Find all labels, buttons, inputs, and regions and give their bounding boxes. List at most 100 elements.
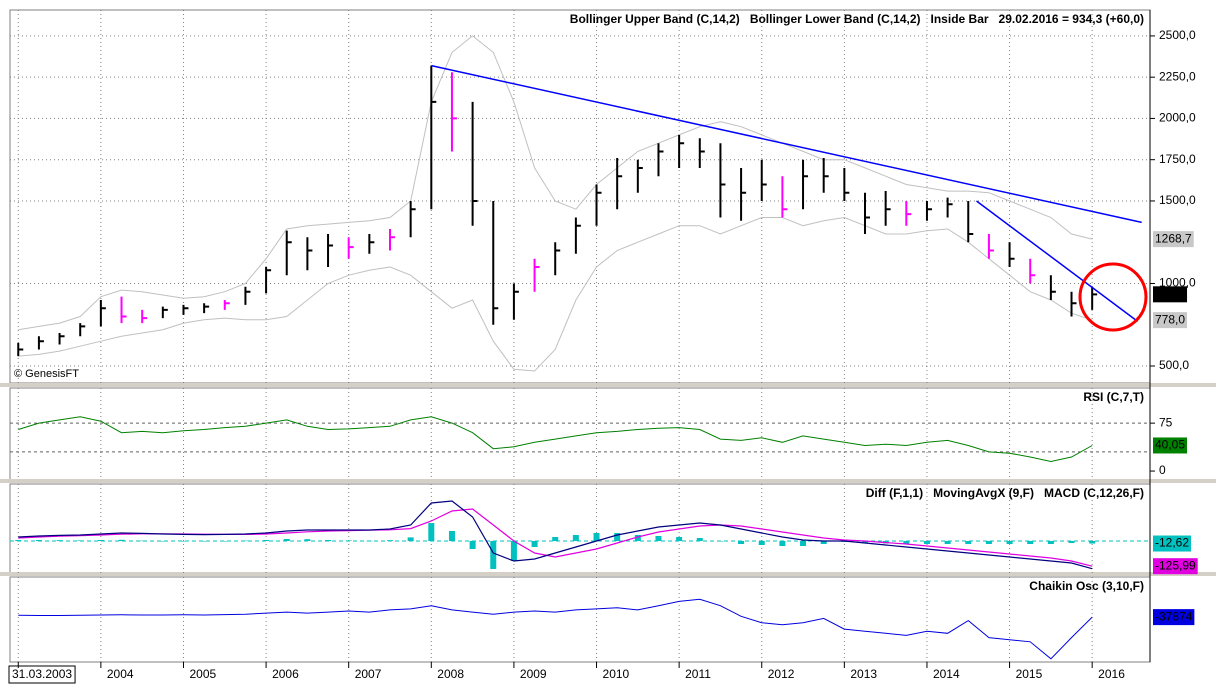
last-value-label: 778,0	[1155, 312, 1185, 326]
x-tick-label: 2006	[272, 667, 299, 681]
legend-label: 29.02.2016 = 934,3 (+60,0)	[999, 12, 1144, 26]
last-value-label: 1268,7	[1155, 231, 1192, 245]
legend-label: Chaikin Osc (3,10,F)	[1029, 579, 1144, 593]
legend-label: Diff (F,1,1)	[866, 486, 923, 500]
price-bar	[203, 303, 210, 314]
price-bar	[347, 237, 354, 259]
price-bar	[843, 167, 850, 201]
histogram-bar	[634, 535, 641, 541]
histogram-bar	[283, 539, 290, 541]
price-bar	[554, 242, 561, 276]
legend-label: Bollinger Lower Band (C,14,2)	[750, 12, 921, 26]
x-tick-label: 2005	[189, 667, 216, 681]
histogram-bar	[118, 539, 125, 541]
highlight-circle	[1078, 262, 1148, 332]
price-bar	[141, 309, 148, 324]
series-line	[18, 500, 1093, 570]
x-tick-label: 2008	[437, 667, 464, 681]
last-value-box	[1153, 535, 1192, 552]
legend-label: MACD (C,12,26,F)	[1044, 486, 1144, 500]
last-value-box	[1153, 286, 1188, 303]
date-box	[8, 665, 76, 684]
price-bar	[1029, 258, 1036, 284]
histogram-bar	[717, 541, 724, 542]
histogram-bar	[448, 531, 455, 541]
histogram-bar	[572, 535, 579, 541]
histogram-bar	[531, 541, 538, 547]
price-bar	[492, 200, 499, 325]
plot-layer: 31.03.2003 2004 2005 2006 2007 2008 2009 2010 20…	[0, 9, 1216, 684]
legend-label: MovingAvgX (9,F)	[933, 486, 1034, 500]
series-line	[18, 598, 1093, 660]
y-tick-label: 500,0	[1159, 358, 1189, 372]
histogram-bar	[614, 533, 621, 541]
histogram-bar	[758, 541, 765, 545]
histogram-bar	[428, 523, 435, 541]
histogram-bar	[655, 536, 662, 541]
legend-label: RSI (C,7,T)	[1083, 390, 1144, 404]
x-tick-label: 2013	[850, 667, 877, 681]
price-bar	[37, 336, 44, 350]
panel-separator	[0, 479, 1216, 483]
price-bar	[306, 237, 313, 271]
price-bar	[905, 200, 912, 226]
histogram-bar	[593, 533, 600, 541]
histogram-bar	[180, 541, 187, 542]
histogram-bar	[387, 540, 393, 541]
price-bar	[740, 167, 747, 221]
last-value-box	[1153, 312, 1188, 329]
histogram-bar	[696, 538, 703, 541]
price-bar	[616, 158, 623, 210]
price-bar	[1049, 275, 1056, 300]
price-bar	[533, 258, 540, 292]
histogram-bar	[552, 537, 559, 541]
price-bar	[1070, 291, 1077, 317]
histogram-bar	[1089, 541, 1096, 544]
panel-separator	[0, 383, 1216, 387]
price-bar	[884, 191, 891, 226]
price-bar	[244, 286, 251, 305]
price-bar	[802, 159, 809, 210]
histogram-bar	[1068, 541, 1075, 543]
x-tick-label: 2014	[933, 667, 960, 681]
price-bar	[79, 323, 86, 337]
y-tick-label: 0	[1159, 463, 1166, 477]
price-bar	[512, 283, 519, 320]
panel-separator	[0, 572, 1216, 576]
histogram-bar	[985, 541, 992, 544]
price-bar	[678, 134, 685, 168]
x-tick-label: 2015	[1016, 667, 1043, 681]
price-bar	[471, 101, 478, 226]
y-tick-label: 1000,0	[1159, 276, 1196, 290]
last-value-box	[1153, 231, 1194, 248]
price-bar	[409, 200, 416, 238]
histogram-bar	[779, 541, 786, 546]
price-bar	[327, 233, 334, 267]
histogram-bar	[77, 540, 84, 541]
last-value-box	[1153, 609, 1195, 626]
histogram-bar	[800, 541, 807, 546]
price-bar	[161, 306, 168, 319]
last-value-box	[1153, 558, 1198, 575]
histogram-bar	[676, 537, 683, 541]
trendline	[431, 64, 1142, 224]
x-tick-label: 31.03.2003	[12, 667, 72, 681]
band-line	[18, 216, 1093, 372]
price-bar	[285, 230, 292, 276]
histogram-bar	[1027, 541, 1034, 544]
price-bar	[987, 233, 994, 259]
price-bar	[58, 332, 65, 345]
histogram-bar	[965, 541, 972, 544]
histogram-bar	[366, 540, 373, 542]
price-bar	[1008, 242, 1015, 267]
last-value-label: 40,05	[1155, 438, 1185, 452]
price-bar	[946, 197, 953, 218]
histogram-bar	[1047, 541, 1054, 544]
last-value-box	[1153, 437, 1188, 454]
y-tick-label: 2500,0	[1159, 28, 1196, 42]
y-tick-label: 1750,0	[1159, 152, 1196, 166]
histogram-bar	[15, 540, 22, 541]
x-tick-label: 2016	[1098, 667, 1125, 681]
